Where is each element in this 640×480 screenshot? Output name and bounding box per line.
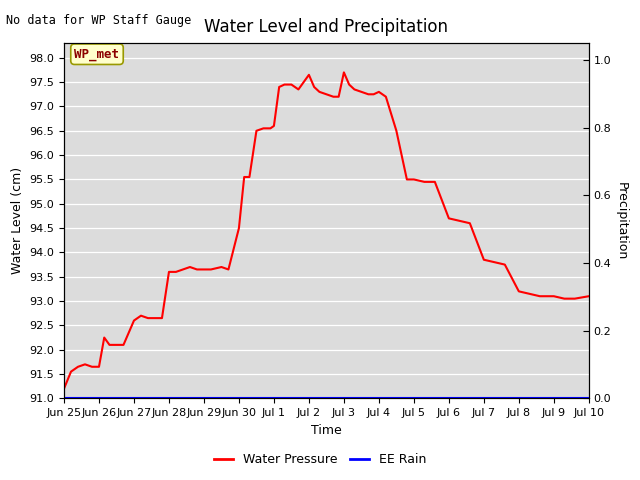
Text: No data for WP Staff Gauge: No data for WP Staff Gauge (6, 14, 191, 27)
Y-axis label: Water Level (cm): Water Level (cm) (11, 167, 24, 275)
Y-axis label: Precipitation: Precipitation (615, 181, 628, 260)
Legend: Water Pressure, EE Rain: Water Pressure, EE Rain (209, 448, 431, 471)
Title: Water Level and Precipitation: Water Level and Precipitation (204, 18, 449, 36)
X-axis label: Time: Time (311, 424, 342, 437)
Text: WP_met: WP_met (74, 48, 120, 61)
